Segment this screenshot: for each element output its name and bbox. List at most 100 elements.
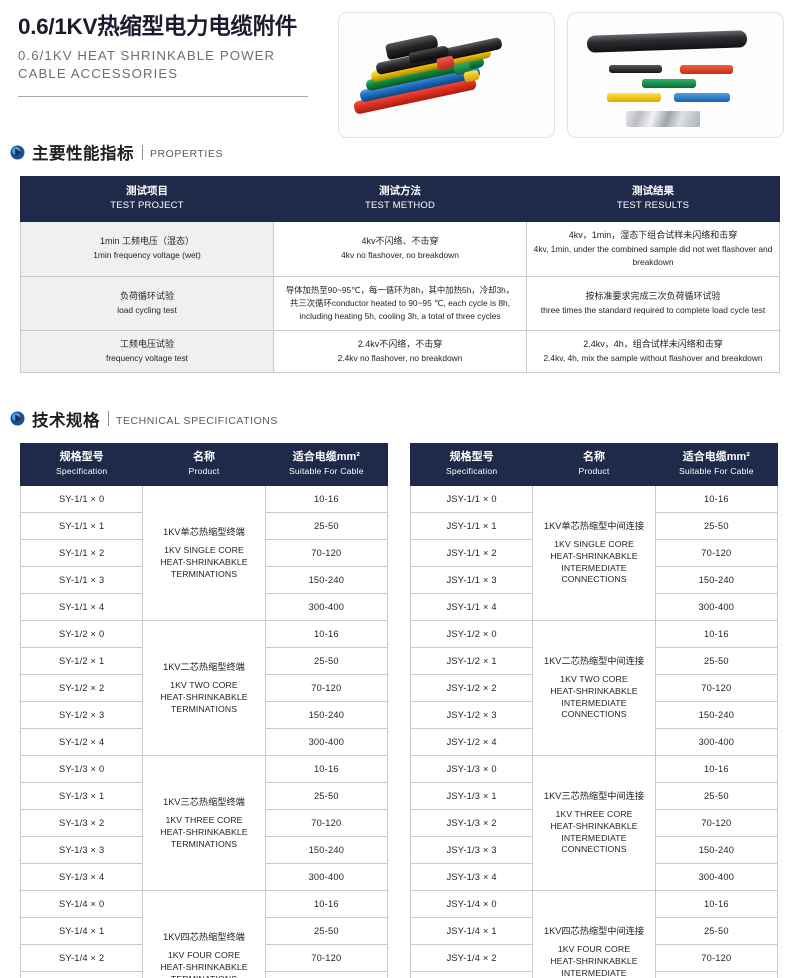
spec-col-product: 名称 Product [142,442,266,486]
cell-specification: JSY-1/2 × 2 [409,673,534,702]
table-row: SY-1/3 × 4 300-400 [19,862,389,891]
cell-project: 负荷循环试验 load cycling test [20,275,274,332]
properties-col-project: 测试项目 TEST PROJECT [20,176,274,222]
table-row: JSY-1/3 × 2 70-120 [409,808,779,837]
cell-specification: JSY-1/4 × 3 [409,970,534,978]
cell-specification: JSY-1/3 × 0 [409,754,534,783]
yellow-end-cap [463,69,480,83]
cell-specification: SY-1/2 × 4 [19,727,144,756]
small-black-shrink-tube [609,65,662,73]
page-title-cn: 0.6/1KV热缩型电力电缆附件 [18,14,297,39]
page-header: 0.6/1KV热缩型电力电缆附件 0.6/1KV HEAT SHRINKABLE… [0,0,800,140]
cell-suitable-cable: 150-240 [654,835,779,864]
table-row: SY-1/4 × 2 70-120 [19,943,389,972]
cell-specification: JSY-1/3 × 2 [409,808,534,837]
table-row: JSY-1/2 × 4 300-400 [409,727,779,756]
col-method-en: TEST METHOD [364,200,436,212]
spec-col-specification-cn: 规格型号 [449,450,494,463]
cell-specification: JSY-1/4 × 0 [409,889,534,918]
table-row: SY-1/4 × 0 1KV四芯热缩型终端 1KV FOUR CORE HEAT-SH… [19,889,389,978]
small-blue-shrink-tube [674,93,730,102]
section-title-cn: 主要性能指标 [32,145,134,163]
cell-suitable-cable: 25-50 [654,916,779,945]
cell-specification: JSY-1/1 × 2 [409,538,534,567]
circle-arrow-icon [10,411,25,426]
table-row: JSY-1/3 × 0 1KV三芯热缩型中间连接 1KV THREE CORE HEA… [409,754,779,891]
cell-suitable-cable: 300-400 [264,862,389,891]
product-name-en: 1KV SINGLE CORE HEAT-SHRINKABKLE INTERMEDI… [550,539,638,585]
title-divider [18,95,308,97]
table-row: 负荷循环试验 load cycling test 导体加热至90~95℃，每一循… [20,275,780,332]
cell-specification: SY-1/3 × 1 [19,781,144,810]
spec-table-head: 规格型号 Specification 名称 Product 适合电缆mm² Suitabl… [409,442,779,486]
cell-suitable-cable: 25-50 [654,781,779,810]
cell-specification: JSY-1/2 × 0 [409,619,534,648]
cell-specification: SY-1/4 × 2 [19,943,144,972]
section-heading-specs: 技术规格 TECHNICAL SPECIFICATIONS [0,407,800,431]
properties-table: 测试项目 TEST PROJECT 测试方法 TEST METHOD 测试结果 … [20,176,780,373]
properties-table-container: 测试项目 TEST PROJECT 测试方法 TEST METHOD 测试结果 … [0,164,800,373]
col-project-en: TEST PROJECT [110,200,184,212]
cell-project: 工频电压试验 frequency voltage test [20,330,274,373]
properties-table-body: 1min 工频电压（湿态） 1min frequency voltage (we… [20,220,780,373]
cell-specification: SY-1/1 × 2 [19,538,144,567]
cell-specification: SY-1/4 × 3 [19,970,144,978]
table-row: SY-1/3 × 3 150-240 [19,835,389,864]
spec-col-product-en: Product [188,466,220,477]
cell-method: 4kv不闪络、不击穿 4kv no flashover, no breakdow… [273,220,527,277]
cell-suitable-cable: 10-16 [264,484,389,513]
properties-table-head: 测试项目 TEST PROJECT 测试方法 TEST METHOD 测试结果 … [20,176,780,222]
cell-project: 1min 工频电压（湿态） 1min frequency voltage (we… [20,220,274,277]
cell-specification: SY-1/2 × 0 [19,619,144,648]
section-title-divider [142,144,143,160]
cell-specification: SY-1/2 × 3 [19,700,144,729]
cell-suitable-cable: 150-240 [264,700,389,729]
cell-product: 1KV二芯热缩型终端 1KV TWO CORE HEAT-SHRINKABKLE TE… [142,619,266,756]
product-name-en: 1KV TWO CORE HEAT-SHRINKABKLE INTERMEDIATE… [550,674,638,720]
table-row: SY-1/4 × 3 150-240 [19,970,389,978]
cell-suitable-cable: 300-400 [264,727,389,756]
cell-specification: SY-1/3 × 4 [19,862,144,891]
cell-specification: SY-1/1 × 0 [19,484,144,513]
table-row: SY-1/2 × 2 70-120 [19,673,389,702]
cell-method: 2.4kv不闪络，不击穿 2.4kv no flashover, no brea… [273,330,527,373]
cell-specification: SY-1/3 × 0 [19,754,144,783]
product-name-en: 1KV FOUR COREHEAT-SHRINKABKLETERMINATION… [160,950,248,978]
cell-suitable-cable: 10-16 [654,889,779,918]
cell-specification: SY-1/3 × 2 [19,808,144,837]
table-row: SY-1/1 × 1 25-50 [19,511,389,540]
cell-suitable-cable: 25-50 [264,646,389,675]
table-row: JSY-1/4 × 1 25-50 [409,916,779,945]
cell-specification: JSY-1/2 × 1 [409,646,534,675]
table-row: JSY-1/3 × 1 25-50 [409,781,779,810]
cell-suitable-cable: 10-16 [264,754,389,783]
spec-col-suitable-cable-en: Suitable For Cable [678,466,754,477]
table-row: JSY-1/2 × 3 150-240 [409,700,779,729]
cell-product: 1KV四芯热缩型中间连接 1KV FOUR CORE HEAT-SHRINKABKL… [532,889,656,978]
cell-suitable-cable: 10-16 [654,484,779,513]
cell-suitable-cable: 70-120 [654,943,779,972]
page-title-en-line2: CABLE ACCESSORIES [18,65,179,81]
cell-suitable-cable: 70-120 [264,943,389,972]
table-row: SY-1/3 × 0 1KV三芯热缩型终端 1KV THREE CORE HEAT-S… [19,754,389,891]
table-row: JSY-1/2 × 1 25-50 [409,646,779,675]
spec-col-specification-en: Specification [446,466,498,477]
cell-specification: JSY-1/1 × 3 [409,565,534,594]
cell-suitable-cable: 25-50 [654,511,779,540]
cell-suitable-cable: 300-400 [654,862,779,891]
spec-table-body: SY-1/1 × 0 1KV单芯热缩型终端 1KV SINGLE CORE HEAT-… [19,484,389,978]
cell-specification: SY-1/4 × 0 [19,889,144,918]
product-photo-gallery [330,8,794,140]
cell-specification: SY-1/1 × 4 [19,592,144,621]
product-name-cn: 1KV二芯热缩型中间连接 [543,656,645,667]
section-title-en: PROPERTIES [150,148,223,160]
product-name-cn: 1KV单芯热缩型终端 [163,527,245,538]
table-row: SY-1/2 × 4 300-400 [19,727,389,756]
cell-specification: JSY-1/2 × 3 [409,700,534,729]
silver-sealed-packet [626,111,700,127]
cell-product: 1KV单芯热缩型中间连接 1KV SINGLE CORE HEAT-SHRINKAB… [532,484,656,621]
table-row: 1min 工频电压（湿态） 1min frequency voltage (we… [20,220,780,277]
product-name-en: 1KV THREE CORE HEAT-SHRINKABKLE TERMINATIO… [160,815,248,849]
spec-col-suitable-cable-cn: 适合电缆mm² [682,450,750,463]
cell-suitable-cable: 70-120 [264,538,389,567]
